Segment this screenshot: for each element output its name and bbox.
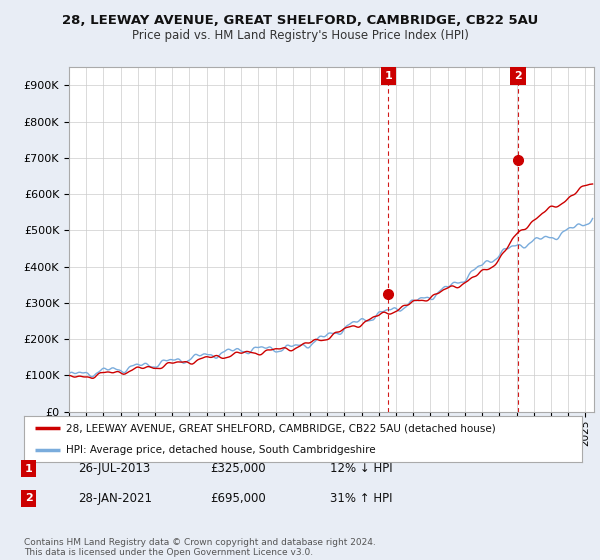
Text: 12% ↓ HPI: 12% ↓ HPI [330, 462, 392, 475]
Text: 31% ↑ HPI: 31% ↑ HPI [330, 492, 392, 505]
Text: 28, LEEWAY AVENUE, GREAT SHELFORD, CAMBRIDGE, CB22 5AU: 28, LEEWAY AVENUE, GREAT SHELFORD, CAMBR… [62, 14, 538, 27]
Text: HPI: Average price, detached house, South Cambridgeshire: HPI: Average price, detached house, Sout… [66, 445, 376, 455]
Text: 2: 2 [25, 493, 32, 503]
Text: £695,000: £695,000 [210, 492, 266, 505]
Text: 28-JAN-2021: 28-JAN-2021 [78, 492, 152, 505]
Text: Contains HM Land Registry data © Crown copyright and database right 2024.
This d: Contains HM Land Registry data © Crown c… [24, 538, 376, 557]
Text: 1: 1 [25, 464, 32, 474]
Text: £325,000: £325,000 [210, 462, 266, 475]
Text: 26-JUL-2013: 26-JUL-2013 [78, 462, 150, 475]
Text: 2: 2 [514, 71, 522, 81]
Text: Price paid vs. HM Land Registry's House Price Index (HPI): Price paid vs. HM Land Registry's House … [131, 29, 469, 42]
Text: 28, LEEWAY AVENUE, GREAT SHELFORD, CAMBRIDGE, CB22 5AU (detached house): 28, LEEWAY AVENUE, GREAT SHELFORD, CAMBR… [66, 423, 496, 433]
Text: 1: 1 [385, 71, 392, 81]
